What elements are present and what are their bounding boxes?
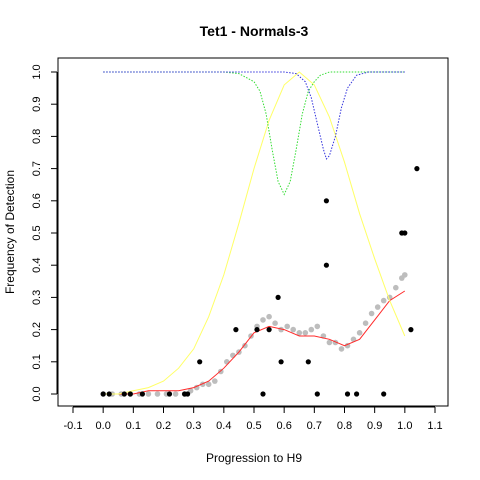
smoothed-point bbox=[172, 391, 179, 397]
y-tick-label: 0.8 bbox=[31, 129, 43, 144]
smoothed-point bbox=[296, 330, 303, 336]
observed-point bbox=[166, 391, 173, 397]
observed-point bbox=[275, 294, 281, 300]
x-axis-title: Progression to H9 bbox=[206, 451, 302, 465]
smoothed-point bbox=[145, 391, 152, 397]
observed-point bbox=[197, 359, 203, 365]
fit-line bbox=[103, 290, 406, 395]
x-tick-label: 0.4 bbox=[216, 420, 231, 432]
observed-point bbox=[254, 327, 260, 333]
observed-point bbox=[402, 230, 408, 236]
smoothed-point bbox=[290, 326, 297, 333]
smoothed-point bbox=[362, 320, 369, 327]
y-tick-label: 0.5 bbox=[31, 225, 43, 240]
yellow-curve-line bbox=[103, 71, 406, 395]
observed-point bbox=[305, 359, 311, 365]
observed-point bbox=[323, 262, 329, 268]
blue-curve-line bbox=[103, 71, 405, 160]
y-tick-label: 0.4 bbox=[31, 258, 43, 273]
smoothed-point bbox=[205, 381, 212, 388]
y-axis: 0.0 0.1 0.2 0.3 0.4 0.5 0.6 0.7 0.8 0.9 1.0 bbox=[31, 64, 58, 402]
smoothed-point bbox=[224, 359, 230, 365]
smoothed-point bbox=[374, 304, 381, 310]
observed-point bbox=[233, 327, 239, 333]
smoothed-point bbox=[380, 297, 387, 304]
observed-point bbox=[408, 327, 414, 333]
y-tick-label: 0.3 bbox=[31, 290, 43, 305]
series-points bbox=[100, 166, 420, 397]
x-tick-label: 0.9 bbox=[367, 420, 382, 432]
y-tick-label: 0.6 bbox=[31, 193, 43, 208]
y-tick-label: 0.2 bbox=[31, 322, 43, 337]
observed-point bbox=[323, 198, 329, 204]
observed-point bbox=[266, 327, 272, 333]
observed-point bbox=[314, 391, 320, 397]
y-tick-label: 0.0 bbox=[31, 386, 43, 401]
observed-point bbox=[354, 391, 360, 397]
smoothed-point bbox=[302, 330, 309, 336]
observed-point bbox=[127, 391, 133, 397]
smoothed-point bbox=[393, 284, 399, 291]
y-tick-label: 0.9 bbox=[31, 97, 43, 112]
smoothed-point bbox=[154, 391, 161, 397]
smoothed-point bbox=[326, 339, 333, 346]
x-tick-label: 0.3 bbox=[186, 420, 201, 432]
smoothed-point bbox=[402, 272, 408, 278]
smoothed-point bbox=[230, 352, 236, 359]
x-tick-label: 0.8 bbox=[337, 420, 352, 432]
green-curve-line bbox=[103, 71, 405, 196]
plot-frame bbox=[57, 57, 449, 407]
smoothed-point bbox=[308, 326, 315, 333]
observed-point bbox=[185, 391, 191, 397]
observed-point bbox=[381, 391, 387, 397]
x-tick-label: 0.6 bbox=[277, 420, 292, 432]
x-tick-label: -0.1 bbox=[64, 420, 83, 432]
observed-point bbox=[139, 391, 145, 397]
observed-point bbox=[100, 391, 106, 397]
observed-point bbox=[344, 391, 351, 397]
smoothed-point bbox=[368, 310, 375, 317]
observed-point bbox=[121, 391, 127, 397]
smoothed-point bbox=[266, 313, 272, 320]
x-tick-label: 1.1 bbox=[427, 420, 442, 432]
smoothed-point bbox=[284, 323, 291, 330]
observed-point bbox=[278, 359, 284, 365]
x-tick-label: 0.5 bbox=[246, 420, 261, 432]
smoothed-point bbox=[260, 317, 266, 323]
x-tick-label: 0.0 bbox=[96, 420, 111, 432]
y-tick-label: 1.0 bbox=[31, 64, 43, 79]
chart-title: Tet1 - Normals-3 bbox=[200, 23, 309, 39]
observed-point bbox=[414, 166, 420, 172]
series-lines bbox=[100, 71, 408, 397]
smoothed-point bbox=[314, 323, 321, 330]
x-axis: -0.1 0.0 0.1 0.2 0.3 0.4 0.5 0.6 0.7 0.8 0.9 1.0 1.1 bbox=[64, 406, 443, 432]
x-tick-label: 1.0 bbox=[397, 420, 412, 432]
x-tick-label: 0.2 bbox=[156, 420, 171, 432]
y-tick-label: 0.1 bbox=[31, 354, 43, 369]
smoothed-point bbox=[350, 336, 357, 343]
smoothed-point bbox=[338, 346, 345, 352]
smoothed-point bbox=[356, 330, 363, 336]
x-tick-label: 0.7 bbox=[307, 420, 322, 432]
observed-point bbox=[260, 391, 266, 397]
y-tick-label: 0.7 bbox=[31, 161, 43, 176]
smoothed-point bbox=[242, 342, 248, 349]
smoothed-point bbox=[212, 378, 218, 384]
x-tick-label: 0.1 bbox=[126, 420, 141, 432]
y-axis-title: Frequency of Detection bbox=[3, 170, 17, 294]
observed-point bbox=[106, 391, 112, 397]
smoothed-point bbox=[272, 320, 278, 327]
